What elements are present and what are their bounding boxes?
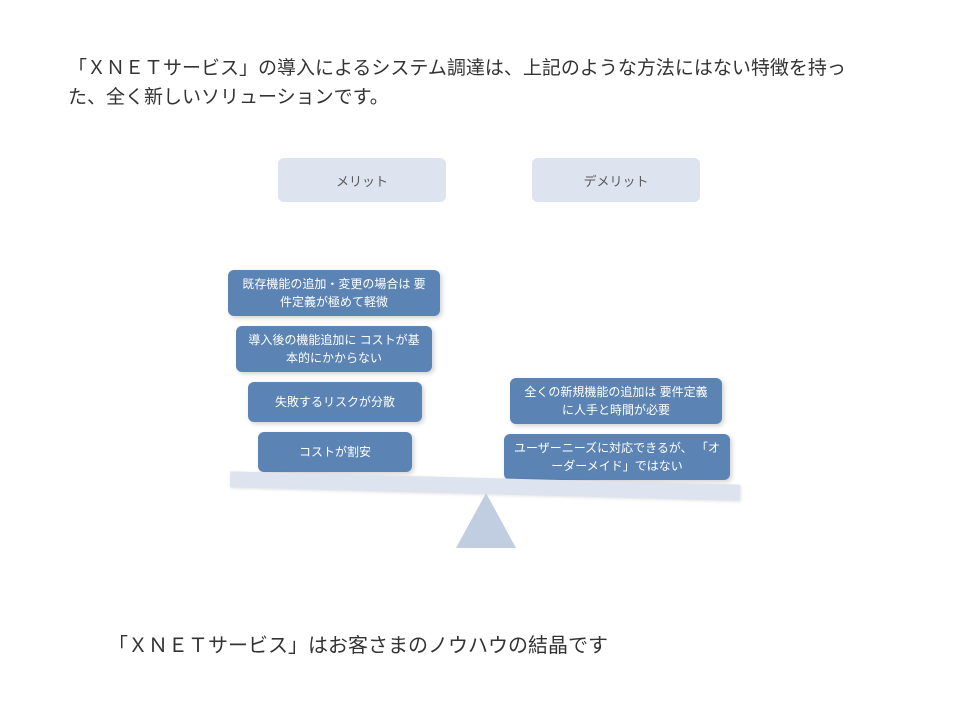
fulcrum-icon bbox=[456, 493, 516, 548]
merit-card: 導入後の機能追加に コストが基本的にかからない bbox=[236, 326, 432, 372]
merit-card: 既存機能の追加・変更の場合は 要件定義が極めて軽微 bbox=[228, 270, 440, 316]
page-title: 「ＸＮＥＴサービス」の導入によるシステム調達は、上記のような方法にはない特徴を持… bbox=[68, 55, 868, 112]
footer-text: 「ＸＮＥＴサービス」はお客さまのノウハウの結晶です bbox=[108, 629, 608, 658]
merit-header: メリット bbox=[278, 158, 446, 202]
merit-card: コストが割安 bbox=[258, 432, 412, 472]
demerit-card: 全くの新規機能の追加は 要件定義に人手と時間が必要 bbox=[510, 378, 722, 424]
demerit-card: ユーザーニーズに対応できるが、 「オーダーメイド」ではない bbox=[504, 434, 730, 480]
merit-card: 失敗するリスクが分散 bbox=[248, 382, 422, 422]
demerit-header: デメリット bbox=[532, 158, 700, 202]
